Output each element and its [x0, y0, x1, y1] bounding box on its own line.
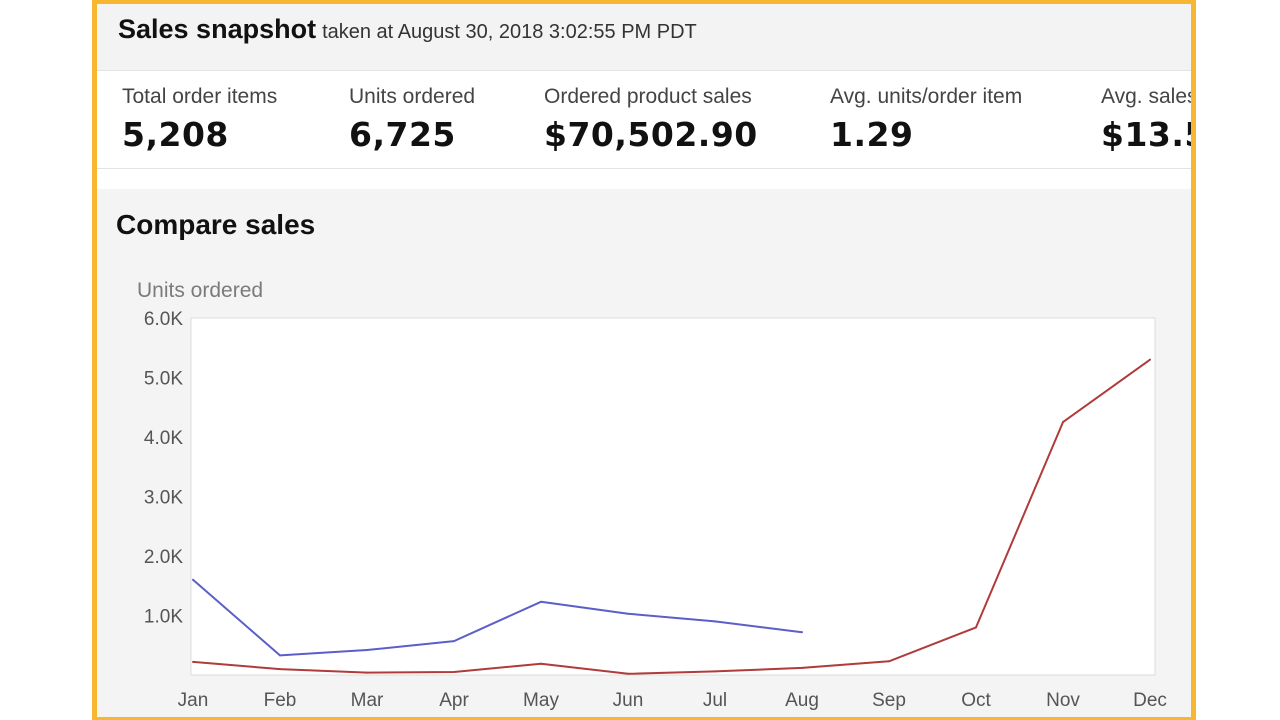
y-tick-label: 3.0K — [144, 488, 183, 509]
snapshot-timestamp: taken at August 30, 2018 3:02:55 PM PDT — [322, 21, 697, 43]
metrics-bar: Total order items 5,208 Units ordered 6,… — [97, 71, 1191, 169]
series-2-point — [540, 662, 542, 665]
compare-sales-title: Compare sales — [116, 209, 316, 240]
y-tick-label: 1.0K — [144, 607, 183, 628]
x-tick-label: Apr — [439, 690, 469, 711]
series-2-point — [714, 670, 716, 673]
units-ordered-chart: Units ordered 1.0K 2.0K 3.0K 4.0K 5.0K 6.0K Jan… — [137, 279, 1167, 711]
metric-ordered-product-sales: Ordered product sales $70,502.90 — [544, 85, 758, 154]
x-tick-label: Nov — [1046, 690, 1080, 711]
metric-label: Ordered product sales — [544, 85, 752, 108]
series-line-1 — [192, 579, 803, 657]
x-tick-label: Aug — [785, 690, 819, 711]
x-tick-label: Sep — [872, 690, 906, 711]
metric-label: Total order items — [122, 85, 278, 108]
x-tick-label: Feb — [264, 690, 297, 711]
metric-units-ordered: Units ordered 6,725 — [349, 85, 475, 154]
series-1-point — [627, 612, 629, 615]
sales-dashboard-frame: Sales snapshot taken at August 30, 2018 3… — [92, 0, 1196, 720]
metric-value: $70,502.90 — [544, 115, 758, 154]
x-tick-label: Mar — [351, 690, 384, 711]
y-axis-title: Units ordered — [137, 279, 263, 302]
section-divider — [97, 169, 1191, 189]
snapshot-title-text: Sales snapshot — [118, 14, 317, 44]
x-tick-label: Dec — [1133, 690, 1167, 711]
series-2-point — [453, 671, 455, 674]
compare-sales-section: Compare sales Units ordered 1.0K 2.0K 3.0K 4… — [97, 189, 1191, 717]
series-1-point — [453, 640, 455, 643]
metric-total-order-items: Total order items 5,208 — [122, 85, 277, 154]
metric-value: 6,725 — [349, 115, 456, 154]
y-tick-label: 6.0K — [144, 309, 183, 330]
x-tick-label: Oct — [961, 690, 991, 711]
series-1-point — [192, 578, 194, 581]
series-1-point — [801, 631, 803, 634]
series-2-point — [1062, 421, 1064, 424]
series-1-point — [540, 600, 542, 603]
x-tick-label: Jul — [703, 690, 727, 711]
series-2-point — [627, 672, 629, 675]
metric-avg-sales-per-order-item: Avg. sales/order item $13.54 — [1101, 85, 1191, 154]
metric-value: 5,208 — [122, 115, 229, 154]
series-line-2 — [192, 358, 1151, 675]
series-2-point — [801, 666, 803, 669]
snapshot-title: Sales snapshot taken at August 30, 2018 3… — [118, 14, 697, 45]
series-2-point — [888, 660, 890, 663]
series-1-point — [279, 654, 281, 657]
series-1-point — [714, 620, 716, 623]
plot-area — [190, 317, 1156, 676]
x-tick-label: Jan — [178, 690, 209, 711]
metric-label: Avg. units/order item — [830, 85, 1023, 108]
series-2-point — [366, 671, 368, 674]
y-tick-label: 4.0K — [144, 428, 183, 449]
snapshot-header: Sales snapshot taken at August 30, 2018 3… — [97, 4, 1191, 71]
metric-label: Units ordered — [349, 85, 476, 108]
metric-avg-units-per-order-item: Avg. units/order item 1.29 — [830, 85, 1022, 154]
x-tick-label: May — [523, 690, 559, 711]
y-tick-label: 5.0K — [144, 369, 183, 390]
y-tick-label: 2.0K — [144, 547, 183, 568]
series-2-point — [975, 626, 977, 629]
series-2-point — [1149, 358, 1151, 361]
x-tick-label: Jun — [613, 690, 644, 711]
series-1-point — [366, 649, 368, 652]
series-2-point — [192, 660, 194, 663]
metric-label: Avg. sales/order item — [1101, 85, 1191, 108]
metric-value: 1.29 — [830, 115, 914, 154]
series-2-point — [279, 668, 281, 671]
metric-value: $13.54 — [1101, 115, 1191, 154]
